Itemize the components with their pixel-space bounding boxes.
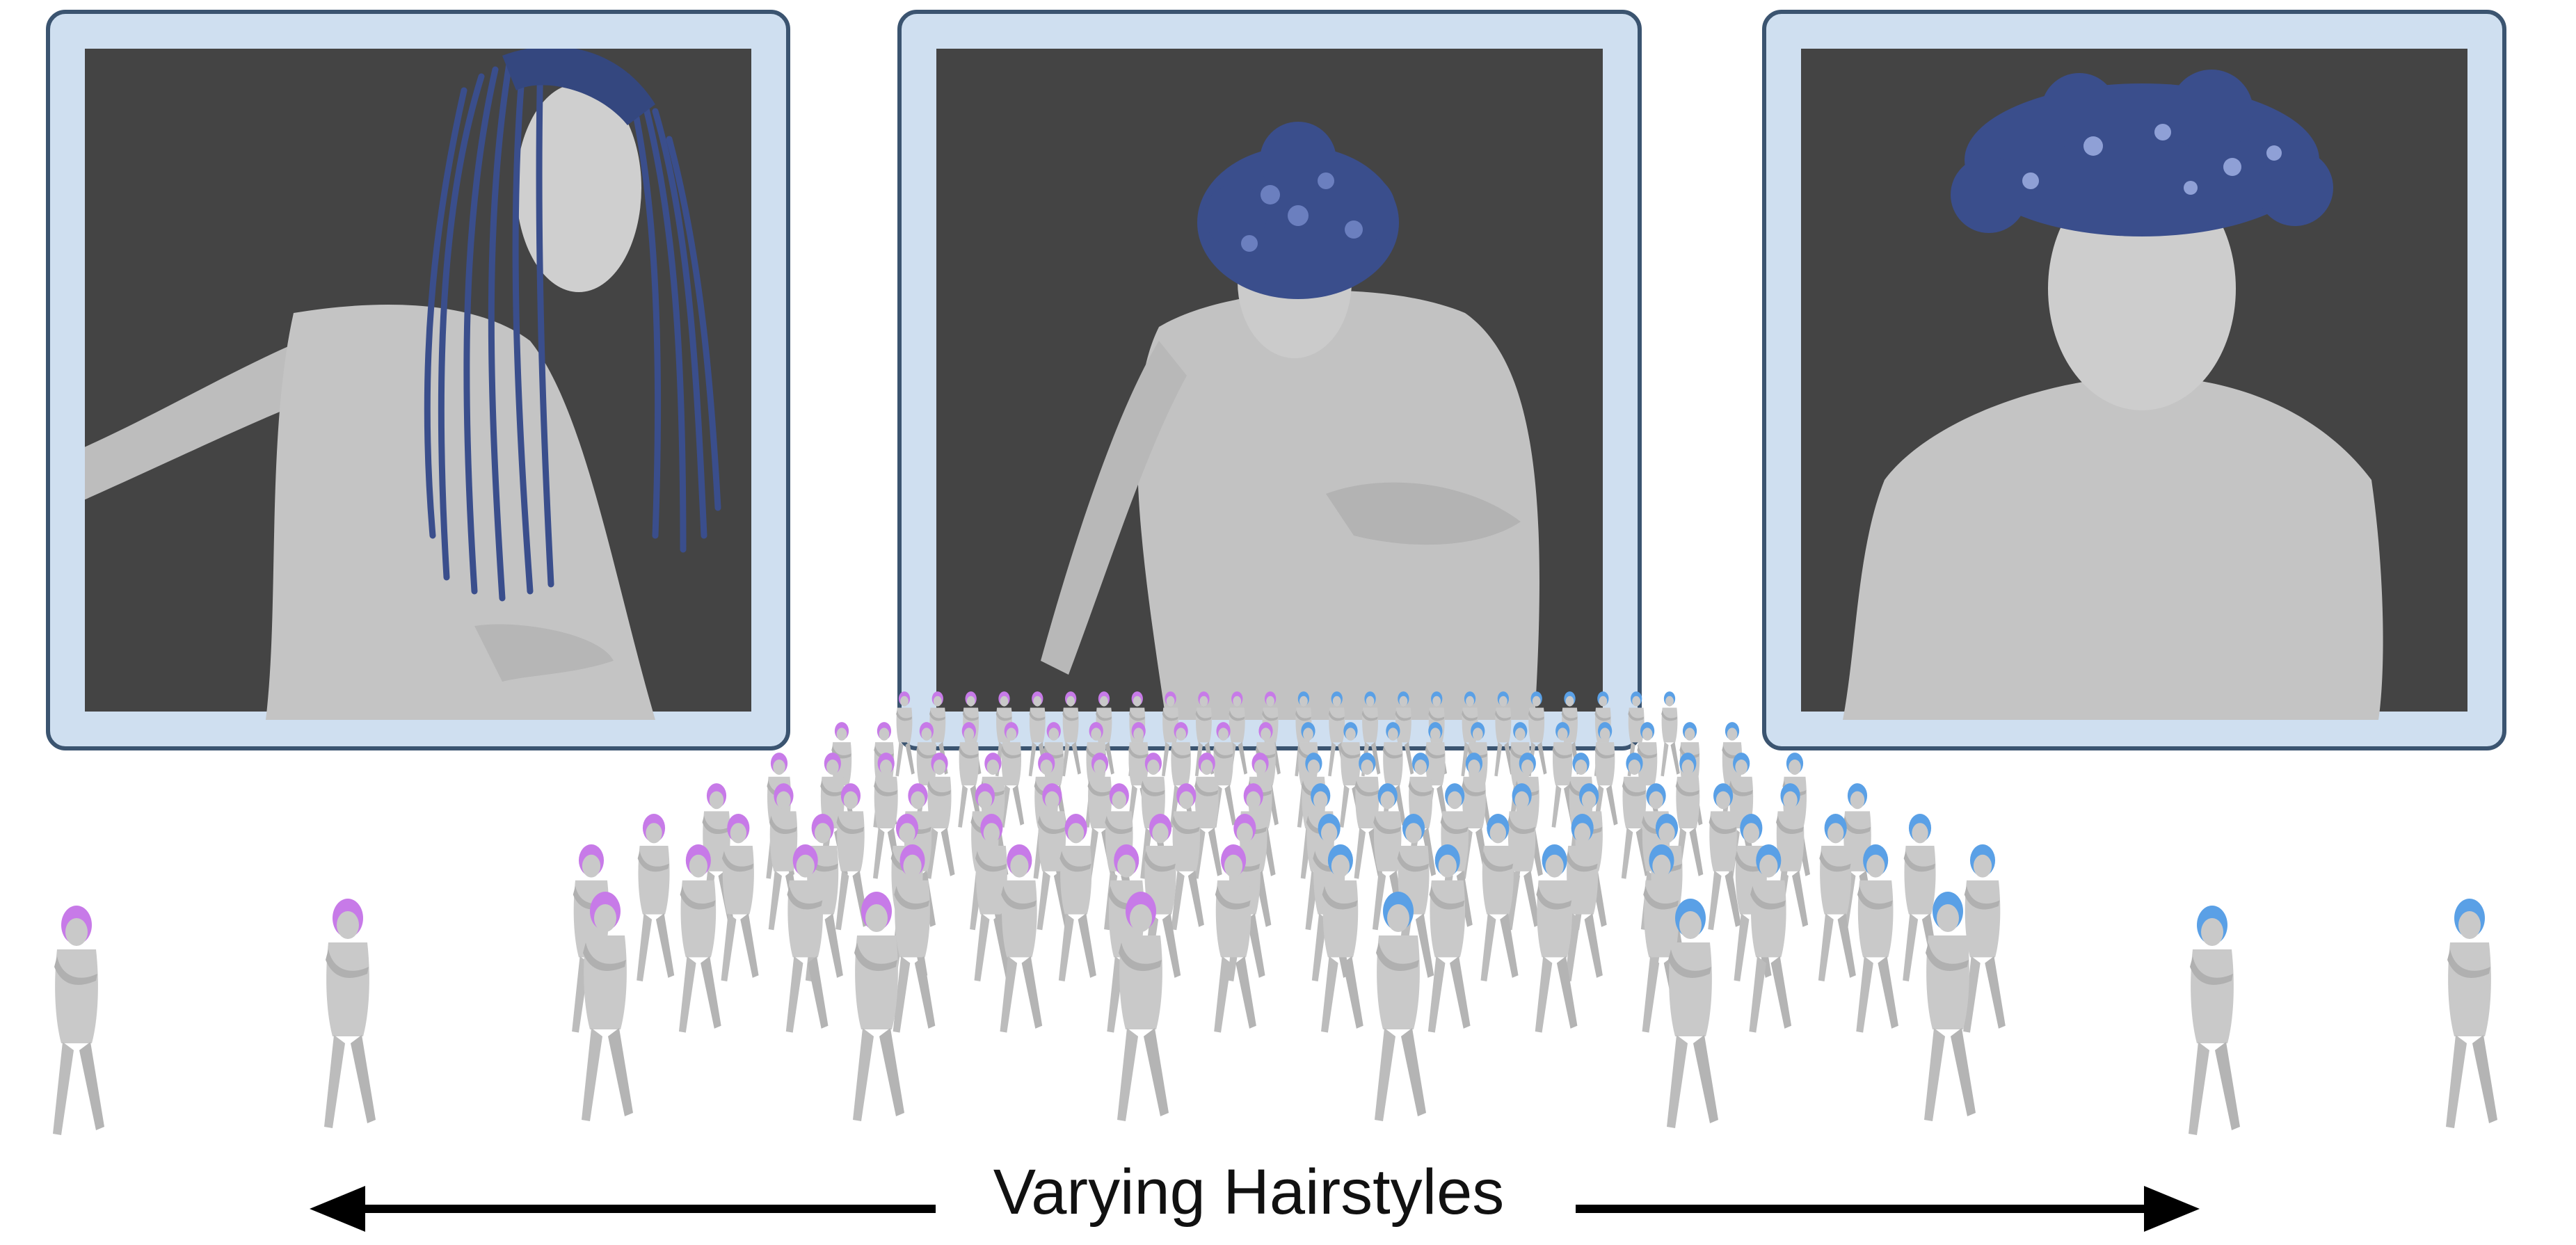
caption: Varying Hairstyles: [993, 1157, 1505, 1228]
crowd-figure: [958, 722, 982, 828]
crowd-figure: [1924, 892, 1976, 1121]
crowd-figure: [582, 892, 633, 1121]
arrow-right-icon: [1576, 1186, 2200, 1232]
crowd-figure: [785, 844, 829, 1033]
crowd-figure: [926, 753, 955, 879]
render-panel-long-hair: [46, 10, 790, 750]
crowd-figure: [893, 844, 936, 1033]
render-viewport: [936, 49, 1603, 720]
crowd-figure: [1963, 844, 2006, 1033]
crowd-figure: [1212, 722, 1236, 828]
face-shape: [516, 83, 641, 292]
crowd-figure: [974, 814, 1012, 981]
crowd-figure: [1143, 814, 1181, 981]
crowd-figure: [1535, 844, 1578, 1033]
crowd-figure: [2189, 906, 2240, 1135]
afro-hair-mass: [1951, 70, 2333, 236]
torso-shape: [266, 305, 655, 720]
crowd-figure: [1494, 691, 1514, 777]
crowd-figure: [721, 814, 759, 981]
afro-hair-figure: [1843, 70, 2383, 720]
crowd-figure: [1749, 844, 1792, 1033]
crowd-figure: [1818, 814, 1856, 981]
torso-shape: [1843, 376, 2383, 720]
crowd-figure: [1117, 892, 1169, 1121]
long-hair-figure: [85, 49, 721, 720]
crowd-figure: [853, 892, 904, 1121]
curly-hair-highlights: [1241, 172, 1363, 252]
long-hair-strands: [424, 54, 721, 602]
crowd-figure: [1528, 691, 1547, 777]
crowd-figure: [1856, 844, 1898, 1033]
crowd-figure: [1903, 814, 1941, 981]
render-viewport: [1801, 49, 2467, 720]
crowd-figure: [1194, 691, 1215, 777]
crowd-figure: [1594, 722, 1618, 828]
hand-shape: [474, 624, 614, 682]
crowd-figure: [1058, 814, 1096, 981]
crowd-figure: [1328, 691, 1347, 777]
crowd-figure: [53, 906, 104, 1135]
afro-hair-highlights: [2022, 124, 2282, 195]
render-viewport: [85, 49, 751, 720]
curly-hair-figure: [1041, 122, 1539, 720]
crowd-figure: [872, 753, 902, 879]
crowd-figure: [1621, 753, 1650, 879]
crowd-figure: [324, 899, 376, 1128]
crowd-figure: [1661, 691, 1680, 777]
render-panel-curly-hair: [897, 10, 1642, 750]
crowd-figure: [895, 691, 915, 777]
crowd-figure: [678, 844, 721, 1033]
arrow-left-icon: [310, 1186, 936, 1232]
crowd-figure: [1000, 844, 1043, 1033]
crowd-figure: [1321, 844, 1363, 1033]
crowd-figure: [1565, 814, 1603, 981]
crowd-figure: [1214, 844, 1256, 1033]
crowd-figure: [1062, 691, 1081, 777]
crowd-figure: [1375, 892, 1426, 1121]
crowd-figure: [1171, 783, 1204, 931]
hair-top: [502, 49, 655, 125]
crowd-figure: [1708, 783, 1741, 931]
crowd-figure: [1506, 783, 1540, 931]
crowd-figure: [1427, 844, 1471, 1033]
arm-shape: [1041, 341, 1187, 675]
hand-shape: [1326, 482, 1521, 545]
crowd-figure: [1674, 753, 1704, 879]
crowd-figure: [637, 814, 675, 981]
render-panel-afro-hair: [1762, 10, 2506, 750]
crowd-figure: [2446, 899, 2497, 1128]
crowd-figure: [1667, 899, 1718, 1128]
crowd-figure: [1480, 814, 1519, 981]
